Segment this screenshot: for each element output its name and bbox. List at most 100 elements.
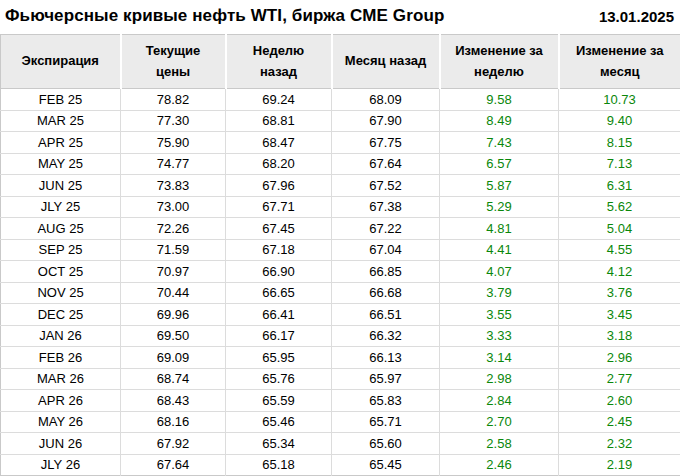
week-change-cell: 5.87 [440, 175, 559, 197]
table-body: FEB 2578.8269.2468.099.5810.73 MAR 2577.3… [1, 89, 680, 476]
week-change-cell: 2.46 [440, 454, 559, 476]
week-change-cell: 4.81 [440, 218, 559, 240]
current-price-cell: 73.83 [121, 175, 226, 197]
table-row: JUN 2667.9265.3465.602.582.32 [1, 433, 680, 455]
table-row: JAN 2669.5066.1766.323.333.18 [1, 325, 680, 347]
week-ago-cell: 65.76 [226, 368, 332, 390]
week-change-cell: 4.07 [440, 261, 559, 283]
month-change-cell: 6.31 [559, 175, 680, 197]
month-change-cell: 2.32 [559, 433, 680, 455]
month-ago-cell: 66.85 [332, 261, 440, 283]
page-title: Фьючерсные кривые нефть WTI, биржа CME G… [5, 6, 444, 26]
table-row: FEB 2669.0965.9566.133.142.96 [1, 347, 680, 369]
current-price-cell: 72.26 [121, 218, 226, 240]
table-row: MAR 2668.7465.7665.972.982.77 [1, 368, 680, 390]
table-row: OCT 2570.9766.9066.854.074.12 [1, 261, 680, 283]
futures-table: ЭкспирацияТекущие ценыНеделю назадМесяц … [0, 34, 680, 476]
week-change-cell: 6.57 [440, 153, 559, 175]
current-price-cell: 77.30 [121, 110, 226, 132]
week-ago-cell: 67.45 [226, 218, 332, 240]
month-change-cell: 4.55 [559, 239, 680, 261]
month-ago-cell: 67.22 [332, 218, 440, 240]
table-row: MAY 2668.1665.4665.712.702.45 [1, 411, 680, 433]
month-ago-cell: 66.68 [332, 282, 440, 304]
table-row: JUN 2573.8367.9667.525.876.31 [1, 175, 680, 197]
week-change-cell: 9.58 [440, 89, 559, 111]
month-ago-cell: 67.38 [332, 196, 440, 218]
column-header: Экспирация [1, 35, 121, 89]
expiration-cell: MAY 25 [1, 153, 121, 175]
expiration-cell: JAN 26 [1, 325, 121, 347]
week-ago-cell: 68.81 [226, 110, 332, 132]
expiration-cell: AUG 25 [1, 218, 121, 240]
week-ago-cell: 66.41 [226, 304, 332, 326]
week-change-cell: 2.98 [440, 368, 559, 390]
column-header: Текущие цены [121, 35, 226, 89]
table-row: JLY 2573.0067.7167.385.295.62 [1, 196, 680, 218]
current-price-cell: 75.90 [121, 132, 226, 154]
table-row: AUG 2572.2667.4567.224.815.04 [1, 218, 680, 240]
month-ago-cell: 65.45 [332, 454, 440, 476]
table-row: JLY 2667.6465.1865.452.462.19 [1, 454, 680, 476]
week-ago-cell: 68.20 [226, 153, 332, 175]
expiration-cell: MAR 25 [1, 110, 121, 132]
week-ago-cell: 65.18 [226, 454, 332, 476]
current-price-cell: 69.09 [121, 347, 226, 369]
expiration-cell: JLY 25 [1, 196, 121, 218]
expiration-cell: MAR 26 [1, 368, 121, 390]
expiration-cell: APR 25 [1, 132, 121, 154]
week-change-cell: 3.55 [440, 304, 559, 326]
expiration-cell: OCT 25 [1, 261, 121, 283]
month-change-cell: 5.62 [559, 196, 680, 218]
expiration-cell: JLY 26 [1, 454, 121, 476]
month-change-cell: 2.96 [559, 347, 680, 369]
table-header: ЭкспирацияТекущие ценыНеделю назадМесяц … [1, 35, 680, 89]
month-ago-cell: 65.83 [332, 390, 440, 412]
week-change-cell: 2.84 [440, 390, 559, 412]
week-change-cell: 7.43 [440, 132, 559, 154]
current-price-cell: 73.00 [121, 196, 226, 218]
week-ago-cell: 67.71 [226, 196, 332, 218]
current-price-cell: 67.64 [121, 454, 226, 476]
week-ago-cell: 65.59 [226, 390, 332, 412]
month-ago-cell: 66.51 [332, 304, 440, 326]
futures-table-page: Фьючерсные кривые нефть WTI, биржа CME G… [0, 0, 680, 476]
month-ago-cell: 67.64 [332, 153, 440, 175]
week-change-cell: 4.41 [440, 239, 559, 261]
current-price-cell: 78.82 [121, 89, 226, 111]
table-row: NOV 2570.4466.6566.683.793.76 [1, 282, 680, 304]
month-ago-cell: 65.97 [332, 368, 440, 390]
week-ago-cell: 66.65 [226, 282, 332, 304]
month-change-cell: 3.76 [559, 282, 680, 304]
expiration-cell: FEB 25 [1, 89, 121, 111]
month-ago-cell: 67.52 [332, 175, 440, 197]
expiration-cell: FEB 26 [1, 347, 121, 369]
month-change-cell: 2.60 [559, 390, 680, 412]
week-ago-cell: 66.90 [226, 261, 332, 283]
week-change-cell: 5.29 [440, 196, 559, 218]
current-price-cell: 70.97 [121, 261, 226, 283]
month-change-cell: 2.77 [559, 368, 680, 390]
week-ago-cell: 68.47 [226, 132, 332, 154]
current-price-cell: 71.59 [121, 239, 226, 261]
current-price-cell: 74.77 [121, 153, 226, 175]
month-ago-cell: 68.09 [332, 89, 440, 111]
column-header: Неделю назад [226, 35, 332, 89]
week-ago-cell: 65.34 [226, 433, 332, 455]
month-change-cell: 3.45 [559, 304, 680, 326]
table-row: SEP 2571.5967.1867.044.414.55 [1, 239, 680, 261]
month-change-cell: 9.40 [559, 110, 680, 132]
month-ago-cell: 67.75 [332, 132, 440, 154]
month-ago-cell: 67.90 [332, 110, 440, 132]
week-ago-cell: 69.24 [226, 89, 332, 111]
week-ago-cell: 66.17 [226, 325, 332, 347]
month-change-cell: 10.73 [559, 89, 680, 111]
expiration-cell: MAY 26 [1, 411, 121, 433]
month-ago-cell: 65.60 [332, 433, 440, 455]
week-ago-cell: 67.96 [226, 175, 332, 197]
month-ago-cell: 66.13 [332, 347, 440, 369]
table-row: APR 2668.4365.5965.832.842.60 [1, 390, 680, 412]
week-change-cell: 2.58 [440, 433, 559, 455]
week-ago-cell: 67.18 [226, 239, 332, 261]
column-header: Изменение за месяц [559, 35, 680, 89]
